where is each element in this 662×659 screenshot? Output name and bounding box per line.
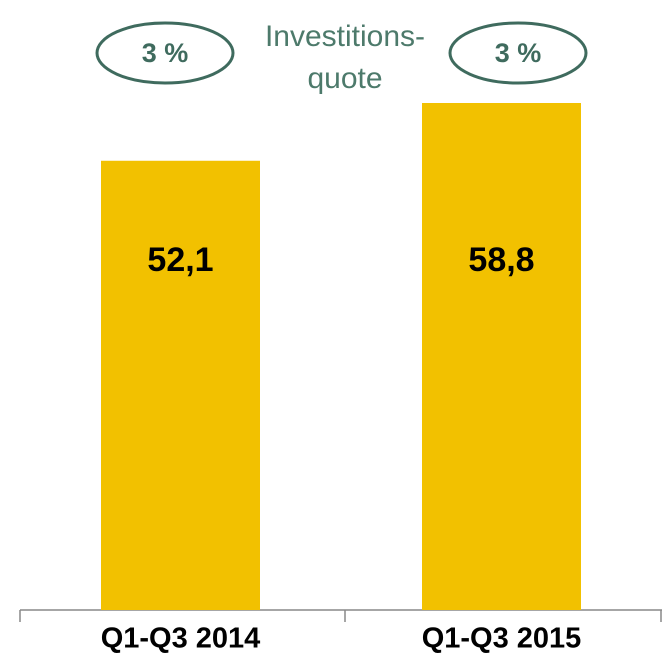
rate-ellipse <box>448 21 588 85</box>
rate-ellipse <box>95 21 235 85</box>
x-tick-label: Q1-Q3 2015 <box>422 623 582 655</box>
rate-label: 3 % <box>142 38 189 68</box>
rate-title: quote <box>307 62 382 95</box>
value-label: 58,8 <box>468 241 534 279</box>
bar <box>101 160 260 611</box>
bar <box>422 103 581 610</box>
x-tick-label: Q1-Q3 2014 <box>101 623 261 655</box>
rate-title: Investitions- <box>265 20 425 53</box>
value-label: 52,1 <box>147 241 213 279</box>
rate-label: 3 % <box>495 38 542 68</box>
